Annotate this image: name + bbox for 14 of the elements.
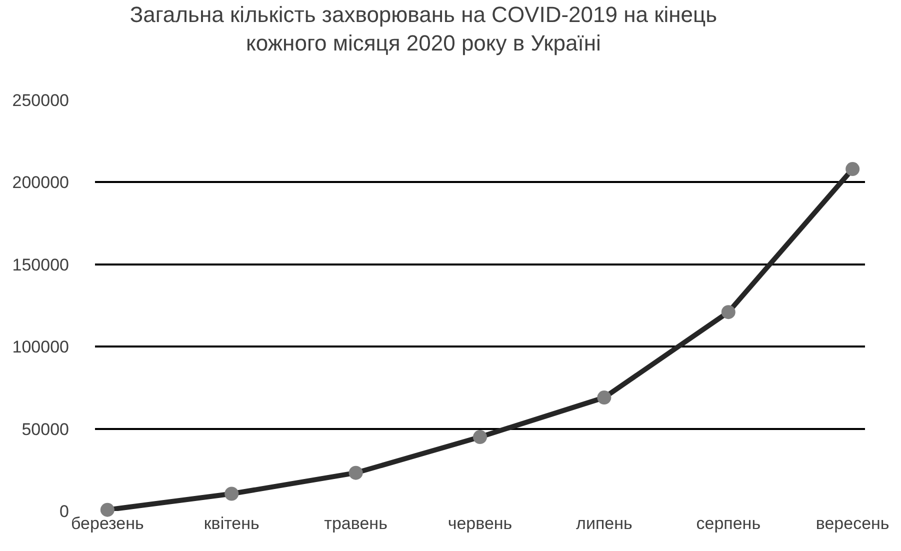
y-tick-label: 0 xyxy=(60,502,69,521)
x-tick-label: березень xyxy=(71,514,144,533)
y-tick-label: 150000 xyxy=(12,255,69,274)
y-tick-label: 50000 xyxy=(22,420,69,439)
y-tick-label: 100000 xyxy=(12,338,69,357)
y-tick-label: 250000 xyxy=(12,90,69,110)
x-tick-label: червень xyxy=(448,514,512,533)
x-tick-label: квітень xyxy=(204,514,260,533)
x-tick-label: травень xyxy=(324,514,388,533)
x-tick-label: липень xyxy=(576,514,632,533)
y-tick-label: 200000 xyxy=(12,173,69,192)
x-tick-label: серпень xyxy=(696,514,761,533)
x-tick-label: вересень xyxy=(816,514,890,533)
chart-title: Загальна кількість захворювань на COVID-2019 на кінець кожного місяця 2020 року в Україні xyxy=(130,2,718,56)
